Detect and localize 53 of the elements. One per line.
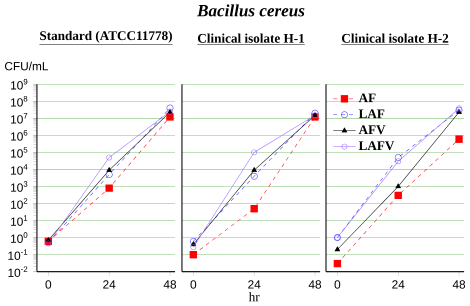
point — [190, 244, 196, 250]
x-tick-label: 24 — [392, 280, 404, 289]
y-tick-label: 10$^{-2}$ — [8, 266, 28, 278]
point — [334, 260, 342, 268]
x-tick-label: 48 — [164, 280, 176, 289]
x-tick-label: 24 — [248, 280, 260, 289]
point — [106, 167, 112, 172]
x-tick-label: 48 — [308, 280, 322, 289]
chart-subtitle: Clinical isolate H-1 — [198, 34, 304, 43]
chart-title: Bacillus cereus — [196, 4, 304, 17]
point — [395, 183, 401, 188]
y-tick-label: 10$^{6}$ — [11, 130, 28, 141]
y-tick-label: 10$^{3}$ — [11, 181, 28, 192]
point — [251, 167, 257, 172]
y-tick-label: 10$^{5}$ — [11, 147, 28, 158]
y-tick-label: 10$^{2}$ — [11, 198, 28, 210]
point — [190, 251, 198, 259]
x-tick-label: 24 — [103, 280, 116, 289]
x-axis-title: hr — [248, 292, 260, 302]
y-tick-label: 10$^{9}$ — [11, 79, 28, 90]
y-tick-label: 10$^{-1}$ — [8, 250, 28, 260]
legend-label: LAFV — [358, 141, 394, 150]
point — [166, 104, 174, 112]
point — [190, 238, 197, 245]
point — [394, 192, 402, 200]
point — [395, 158, 402, 164]
y-tick-label: 10$^{1}$ — [11, 215, 28, 226]
x-tick-label: 0 — [46, 280, 52, 289]
y-axis-title: CFU/mL — [4, 62, 48, 71]
point — [250, 205, 258, 213]
chart-subtitle: Standard (ATCC11778) — [40, 31, 172, 43]
point — [251, 150, 258, 156]
point — [455, 136, 463, 144]
x-tick-label: 0 — [334, 280, 340, 289]
chart-subtitle: Clinical isolate H-2 — [342, 34, 448, 43]
x-tick-label: 0 — [190, 280, 196, 289]
legend-label: AFV — [358, 126, 386, 134]
point — [106, 171, 113, 178]
point — [250, 172, 258, 180]
point — [334, 246, 340, 252]
point — [456, 106, 462, 114]
point — [312, 110, 318, 117]
point — [106, 154, 112, 161]
legend-label: LAF — [358, 110, 384, 118]
point — [394, 154, 402, 162]
y-tick-label: 10$^{4}$ — [11, 164, 28, 175]
y-tick-label: 10$^{8}$ — [11, 96, 28, 107]
legend-label: AF — [358, 94, 376, 102]
x-tick-label: 48 — [452, 280, 466, 289]
y-tick-label: 10$^{0}$ — [11, 232, 28, 244]
point — [105, 184, 113, 192]
y-tick-label: 10$^{7}$ — [11, 113, 28, 124]
point — [166, 113, 174, 121]
